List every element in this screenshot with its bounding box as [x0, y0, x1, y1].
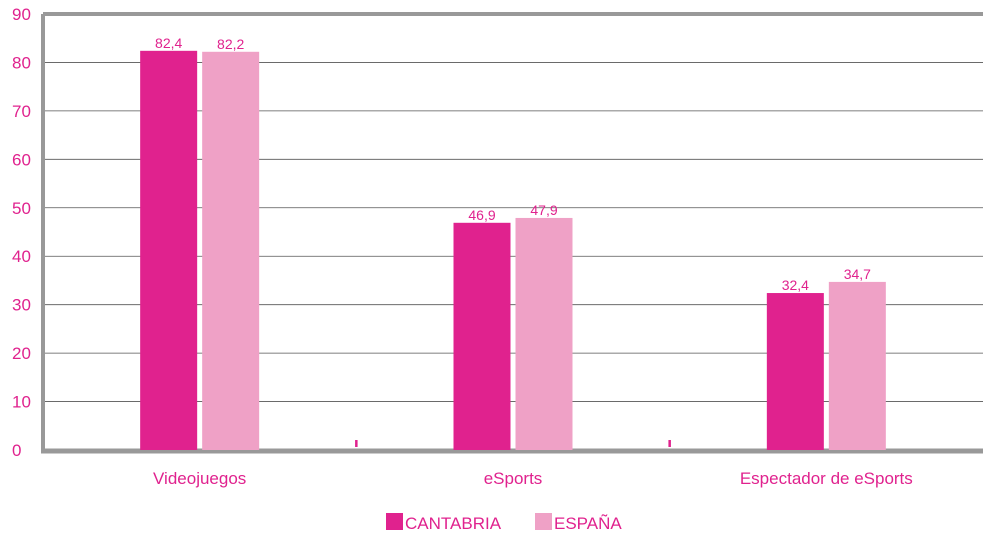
bar	[202, 51, 260, 450]
x-tick-label: Videojuegos	[153, 469, 246, 488]
bar	[140, 50, 198, 450]
y-tick-label: 40	[12, 247, 31, 266]
bar	[515, 217, 573, 450]
y-tick-label: 30	[12, 296, 31, 315]
y-axis-ticks: 0 10 20 30 40 50 60 70 80 90	[12, 5, 31, 460]
x-axis-ticks: Videojuegos eSports Espectador de eSports	[153, 440, 913, 488]
bar	[766, 293, 824, 450]
x-tick-label: eSports	[484, 469, 543, 488]
data-label: 32,4	[782, 277, 809, 293]
data-label: 82,4	[155, 35, 182, 51]
data-label: 46,9	[468, 207, 495, 223]
legend-label: ESPAÑA	[554, 514, 622, 530]
y-tick-label: 60	[12, 150, 31, 169]
grid-layer	[43, 62, 983, 402]
bar	[828, 281, 886, 450]
y-tick-label: 10	[12, 393, 31, 412]
x-tick-label: Espectador de eSports	[740, 469, 913, 488]
data-label: 82,2	[217, 36, 244, 52]
legend-label: CANTABRIA	[405, 514, 502, 530]
legend: CANTABRIA ESPAÑA	[386, 513, 622, 533]
y-tick-label: 0	[12, 441, 21, 460]
y-tick-label: 90	[12, 5, 31, 24]
bar	[453, 222, 511, 450]
y-tick-label: 50	[12, 199, 31, 218]
bars-layer	[140, 50, 886, 450]
legend-swatch	[386, 513, 403, 530]
data-label: 47,9	[530, 202, 557, 218]
y-tick-label: 70	[12, 102, 31, 121]
y-tick-label: 80	[12, 53, 31, 72]
y-tick-label: 20	[12, 344, 31, 363]
data-labels-layer: 82,4 82,2 46,9 47,9 32,4 34,7	[155, 35, 871, 293]
data-label: 34,7	[844, 266, 871, 282]
legend-swatch	[535, 513, 552, 530]
plot-frame	[41, 12, 983, 454]
